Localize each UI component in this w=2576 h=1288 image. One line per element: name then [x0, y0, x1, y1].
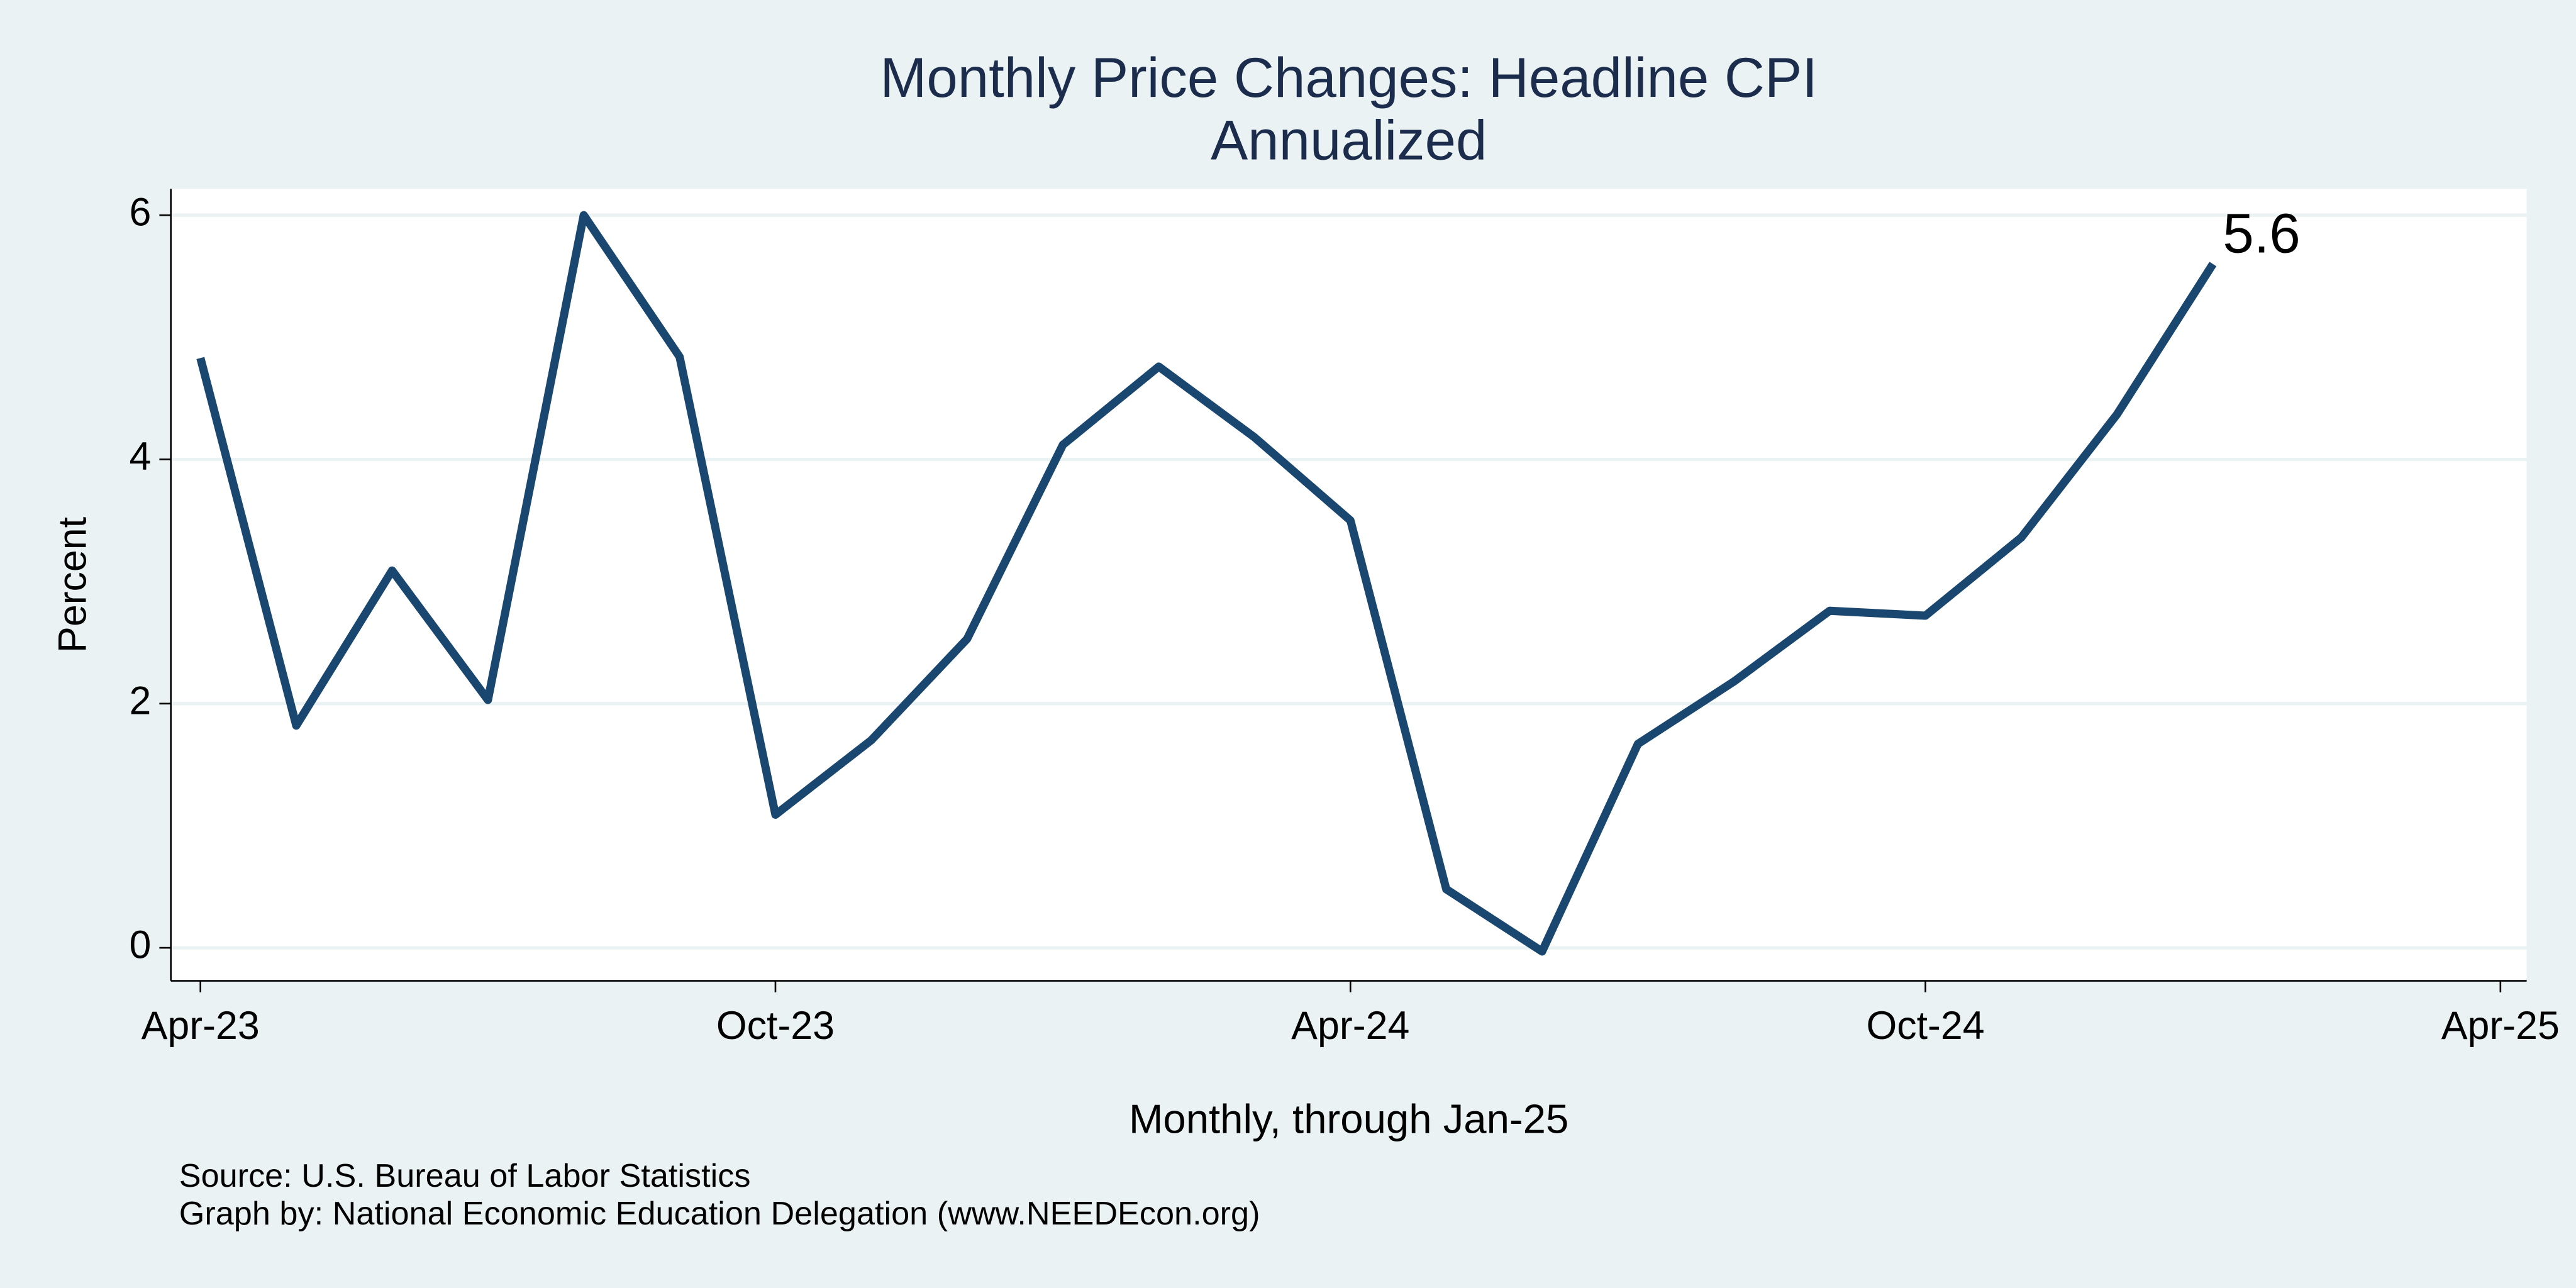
y-tick-label: 0	[129, 923, 151, 967]
source-note: Source: U.S. Bureau of Labor Statistics	[179, 1158, 751, 1194]
x-tick-label: Oct-23	[716, 1004, 835, 1048]
x-tick-label: Apr-25	[2441, 1004, 2560, 1048]
y-tick-label: 2	[129, 679, 151, 723]
data-label: 5.6	[2223, 202, 2300, 264]
x-axis-label: Monthly, through Jan-25	[1129, 1096, 1568, 1141]
x-tick-label: Apr-24	[1291, 1004, 1409, 1048]
y-tick-label: 4	[129, 435, 151, 479]
y-axis-label: Percent	[51, 517, 95, 653]
chart-subtitle: Annualized	[1211, 109, 1487, 171]
plot-area	[170, 189, 2527, 981]
y-tick-label: 6	[129, 191, 151, 235]
chart-title: Monthly Price Changes: Headline CPI	[880, 47, 1818, 109]
cpi-line	[196, 211, 2217, 956]
credit-note: Graph by: National Economic Education De…	[179, 1196, 1260, 1232]
x-tick-label: Oct-24	[1866, 1004, 1984, 1048]
x-tick-label: Apr-23	[142, 1004, 260, 1048]
